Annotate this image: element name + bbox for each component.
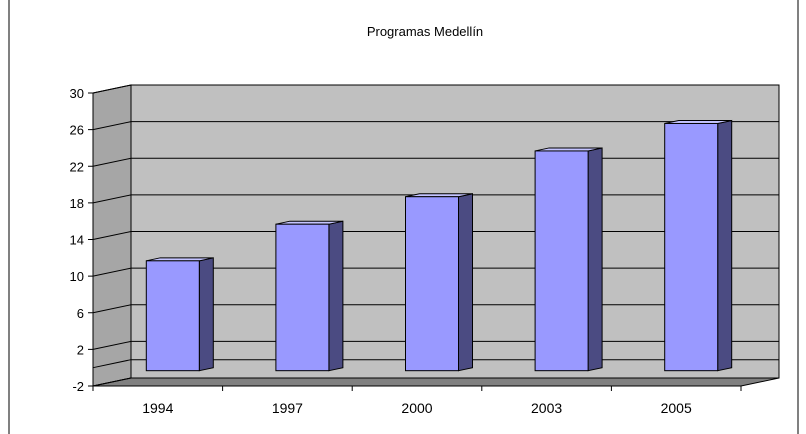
gridline-side <box>92 194 132 204</box>
bar-side <box>458 193 473 372</box>
y-tick-label: 30 <box>70 86 84 101</box>
bar-side <box>587 147 603 372</box>
bar-side <box>198 257 214 372</box>
x-tick-label: 1997 <box>272 400 303 416</box>
gridline-side <box>92 304 132 314</box>
bar <box>275 223 330 372</box>
bar <box>664 122 719 372</box>
gridline-side <box>92 231 132 240</box>
gridline-side <box>92 121 132 131</box>
x-tick-label: 1994 <box>142 400 173 416</box>
x-tick-label: 2005 <box>661 400 692 416</box>
bar <box>405 196 459 372</box>
y-tick-label: -2 <box>72 379 84 394</box>
bar-side <box>328 220 344 372</box>
y-tick-label: 14 <box>70 233 84 248</box>
gridline-side <box>92 157 132 167</box>
gridline-side <box>92 267 132 277</box>
x-tick-label: 2000 <box>401 400 432 416</box>
y-tick-label: 22 <box>70 159 84 174</box>
chart-title: Programas Medellín <box>367 24 483 39</box>
bar-side <box>717 119 733 372</box>
y-tick-label: 6 <box>77 306 84 321</box>
bar <box>145 260 200 372</box>
gridline-side <box>92 84 132 94</box>
zero-line-side <box>92 359 132 369</box>
x-axis-tick-labels: 1994 1997 2000 2003 2005 <box>142 400 692 416</box>
y-tick-label: 18 <box>70 196 84 211</box>
y-tick-label: 10 <box>70 269 84 284</box>
x-tick-label: 2003 <box>531 400 562 416</box>
bar <box>534 150 589 372</box>
bars <box>145 119 733 372</box>
y-tick-label: 2 <box>77 342 84 357</box>
y-tick-label: 26 <box>70 123 84 138</box>
gridline-side <box>92 340 132 350</box>
gridline-side <box>92 377 132 387</box>
floor <box>92 377 780 387</box>
